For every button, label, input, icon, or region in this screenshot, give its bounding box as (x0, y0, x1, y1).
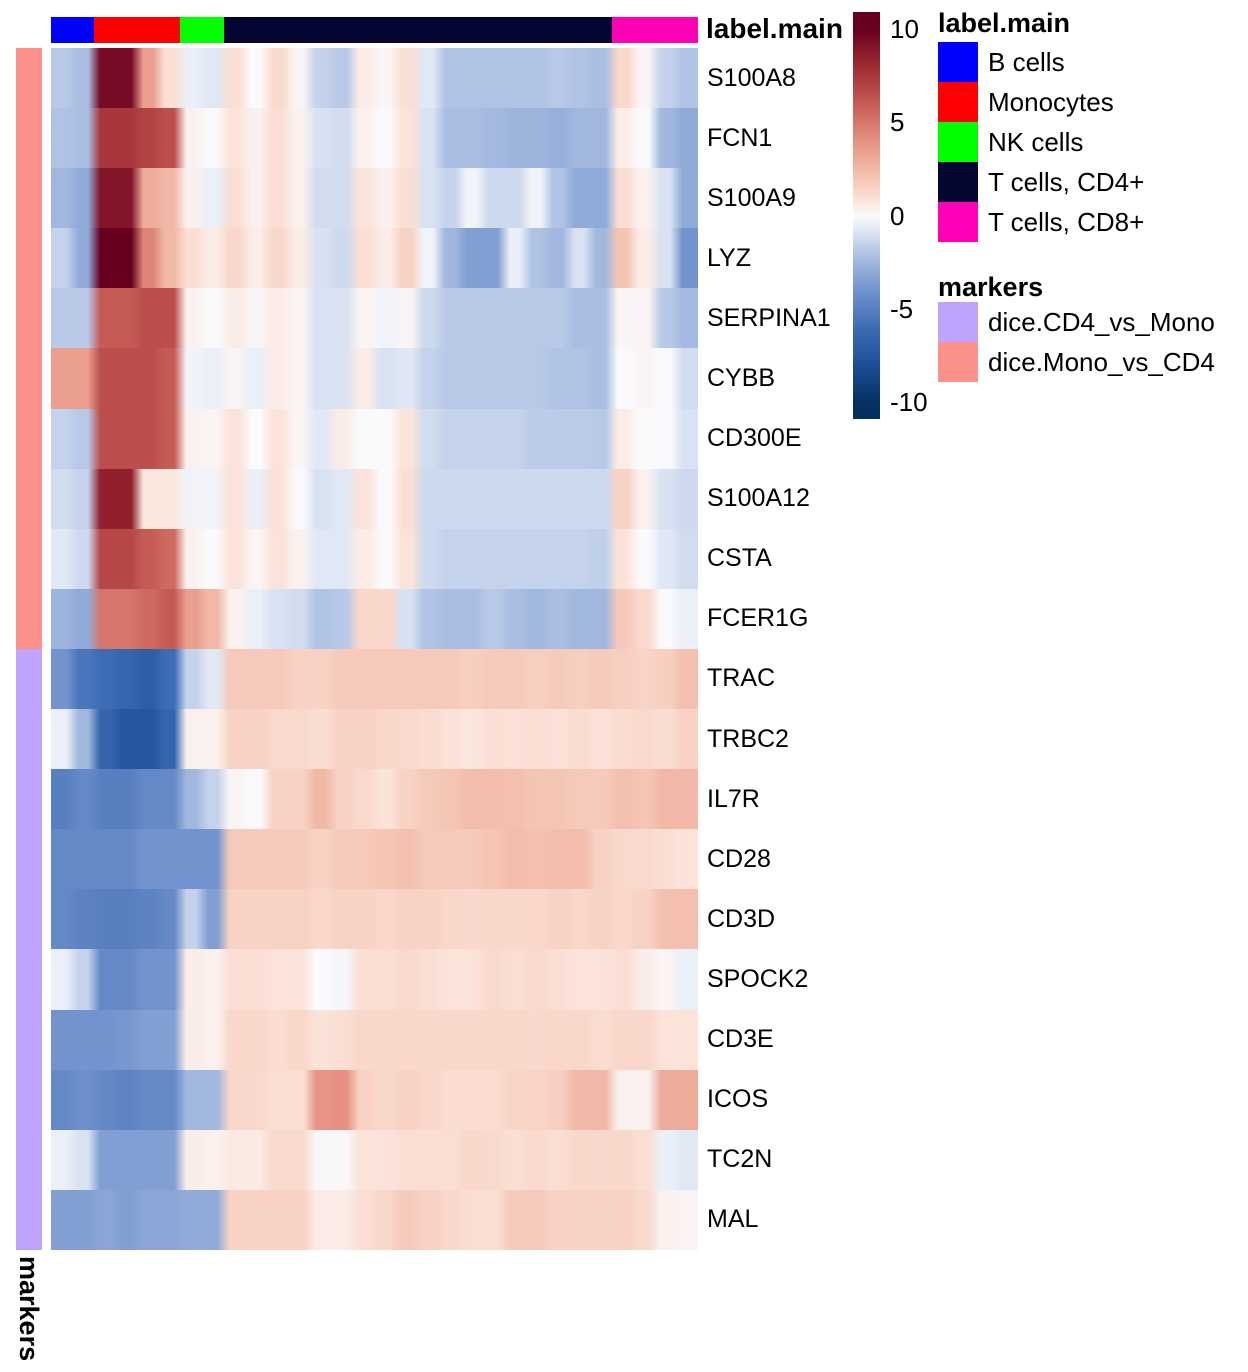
heatmap-row (51, 288, 698, 349)
gene-label: MAL (707, 1205, 759, 1234)
legend-swatch-t-cd8 (938, 202, 978, 242)
gene-label: TRAC (707, 664, 776, 693)
legend-label-t-cd4: T cells, CD4+ (988, 167, 1145, 197)
gene-label: S100A12 (707, 484, 810, 513)
legend-swatch-monocytes (938, 82, 978, 122)
column-annotation-segment (223, 17, 612, 43)
column-annotation-bar (51, 17, 699, 43)
gene-label: ICOS (707, 1085, 769, 1114)
legend-title-label-main: label.main (938, 8, 1071, 38)
colorbar-tick-label: -10 (890, 387, 928, 418)
heatmap-row (51, 468, 698, 529)
colorbar-tick-label: 5 (890, 107, 905, 138)
heatmap-row (51, 588, 698, 649)
legend-swatch-t-cd4 (938, 162, 978, 202)
colorbar-tick-label: 10 (890, 13, 919, 44)
heatmap-row (51, 1069, 698, 1130)
gene-label: CD300E (707, 424, 802, 453)
heatmap-row (51, 949, 698, 1010)
legend-label-t-cd8: T cells, CD8+ (988, 207, 1145, 237)
legend-label-nk-cells: NK cells (988, 127, 1084, 157)
column-annotation-segment (611, 17, 699, 43)
heatmap-row (51, 228, 698, 289)
legend-label-monocytes: Monocytes (988, 87, 1114, 117)
heatmap-body (51, 48, 698, 1250)
gene-label: CD28 (707, 844, 771, 873)
gene-label: SPOCK2 (707, 964, 809, 993)
legend-label-b-cells: B cells (988, 47, 1065, 77)
column-annotation-segment (94, 17, 181, 43)
legend-title-markers: markers (938, 272, 1044, 302)
gene-label: CD3E (707, 1025, 774, 1054)
heatmap-row (51, 1129, 698, 1190)
heatmap-row (51, 528, 698, 589)
legend-label-dice-mono-vs-cd4: dice.Mono_vs_CD4 (988, 347, 1215, 377)
gene-label: TC2N (707, 1145, 773, 1174)
colorbar (853, 12, 880, 419)
legend-swatch-nk-cells (938, 122, 978, 162)
heatmap-row (51, 709, 698, 770)
column-annotation-title: label.main (706, 13, 843, 44)
colorbar-tick-label: -5 (890, 293, 914, 324)
legend-label-dice-cd4-vs-mono: dice.CD4_vs_Mono (988, 307, 1215, 337)
heatmap-row (51, 48, 698, 109)
gene-label: CSTA (707, 544, 772, 573)
heatmap-row (51, 1189, 698, 1250)
heatmap-row (51, 648, 698, 710)
heatmap-row (51, 108, 698, 169)
gene-label: S100A8 (707, 63, 796, 92)
row-annotation-title: markers (14, 1256, 44, 1362)
heatmap-row (51, 769, 698, 830)
gene-label: FCER1G (707, 604, 809, 633)
heatmap-row (51, 348, 698, 409)
gene-label: IL7R (707, 784, 760, 813)
gene-labels: S100A8 FCN1 S100A9 LYZ SERPINA1 CYBB CD300E S10… (707, 48, 852, 1250)
row-annotation-segment (16, 649, 42, 1250)
gene-label: SERPINA1 (707, 303, 831, 332)
legend-swatch-b-cells (938, 42, 978, 82)
heatmap-row (51, 168, 698, 229)
legend-swatch-dice-mono-vs-cd4 (938, 342, 978, 382)
row-annotation-segment (16, 48, 42, 649)
colorbar-tick-label: 0 (890, 200, 905, 231)
gene-label: FCN1 (707, 123, 773, 152)
gene-label: LYZ (707, 243, 751, 272)
column-annotation-segment (51, 17, 95, 43)
heatmap-row (51, 408, 698, 469)
heatmap-row (51, 1009, 698, 1070)
row-annotation-bar (16, 48, 42, 1250)
gene-label: TRBC2 (707, 724, 789, 753)
column-annotation-segment (180, 17, 224, 43)
gene-label: S100A9 (707, 183, 796, 212)
gene-label: CD3D (707, 904, 776, 933)
gene-label: CYBB (707, 364, 776, 393)
heatmap-row (51, 889, 698, 950)
legend-swatch-dice-cd4-vs-mono (938, 302, 978, 342)
heatmap-row (51, 829, 698, 890)
